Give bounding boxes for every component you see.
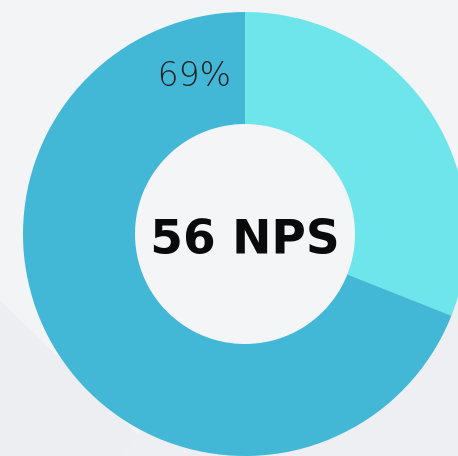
donut-hole xyxy=(135,124,355,344)
center-label: 56 NPS xyxy=(150,211,339,266)
value-label: 69% xyxy=(158,54,231,93)
